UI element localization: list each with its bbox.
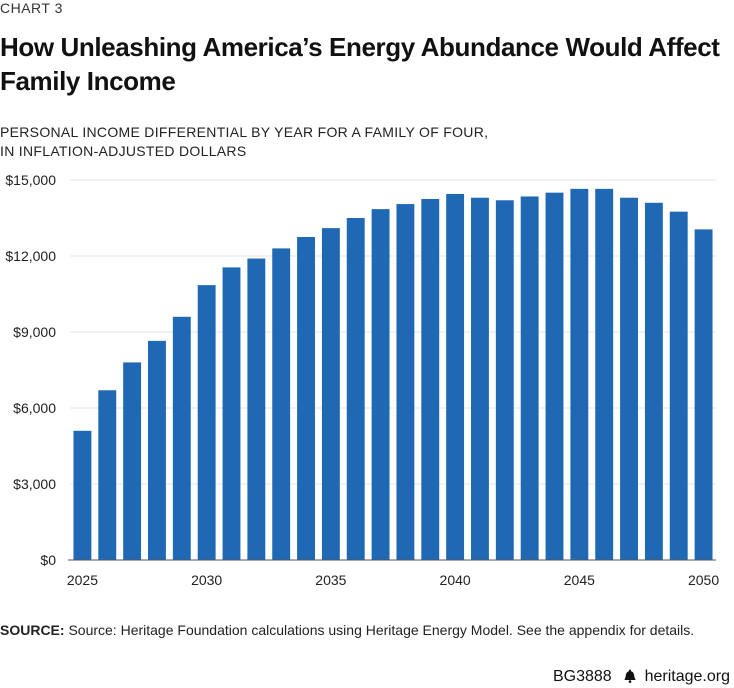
bar: [520, 196, 539, 560]
y-tick-label: $12,000: [5, 248, 56, 264]
x-tick-label: 2035: [315, 572, 346, 588]
bar: [421, 199, 440, 560]
bar: [222, 267, 241, 560]
site-link[interactable]: heritage.org: [644, 668, 730, 685]
bar: [197, 285, 216, 560]
liberty-bell-icon: [624, 669, 636, 683]
bar: [396, 204, 415, 561]
x-tick-label: 2045: [564, 572, 595, 588]
x-tick-label: 2030: [191, 572, 222, 588]
subtitle-line-1: PERSONAL INCOME DIFFERENTIAL BY YEAR FOR…: [0, 124, 489, 140]
source-text: Source: Heritage Foundation calculations…: [68, 622, 695, 638]
chart-subtitle: PERSONAL INCOME DIFFERENTIAL BY YEAR FOR…: [0, 123, 720, 161]
source-note: SOURCE: Source: Heritage Foundation calc…: [0, 622, 694, 638]
y-tick-label: $0: [40, 552, 56, 568]
bar: [321, 228, 340, 560]
chart-title: How Unleashing America’s Energy Abundanc…: [0, 32, 720, 96]
bar: [297, 237, 315, 560]
bar: [495, 200, 514, 560]
bar: [570, 188, 589, 560]
bar: [669, 211, 688, 560]
bar: [272, 248, 291, 560]
bar: [247, 258, 266, 560]
bar-chart: $0 $3,000 $6,000 $9,000 $12,000 $15,000 2025 20…: [5, 172, 719, 588]
y-tick-label: $15,000: [5, 172, 56, 188]
subtitle-line-2: IN INFLATION-ADJUSTED DOLLARS: [0, 143, 247, 159]
bar: [446, 193, 465, 560]
bar: [545, 192, 564, 560]
footer: BG3888 heritage.org: [553, 668, 730, 686]
x-tick-label: 2040: [440, 572, 471, 588]
bar: [620, 197, 638, 560]
bar: [471, 197, 489, 560]
bar: [148, 340, 166, 560]
bar: [694, 229, 713, 560]
y-tick-label: $9,000: [13, 324, 56, 340]
bar: [346, 218, 365, 560]
bar: [98, 390, 117, 560]
x-tick-label: 2050: [688, 572, 719, 588]
bar: [644, 202, 663, 561]
bar: [172, 316, 191, 560]
bar: [595, 188, 614, 560]
report-id: BG3888: [552, 668, 612, 685]
chart-label: CHART 3: [0, 0, 63, 16]
x-tick-label: 2025: [67, 572, 98, 588]
bar: [371, 209, 390, 560]
bar: [123, 362, 142, 560]
y-tick-label: $3,000: [13, 476, 56, 492]
y-tick-label: $6,000: [13, 400, 56, 416]
source-label: SOURCE:: [0, 622, 65, 638]
bar: [73, 430, 92, 560]
